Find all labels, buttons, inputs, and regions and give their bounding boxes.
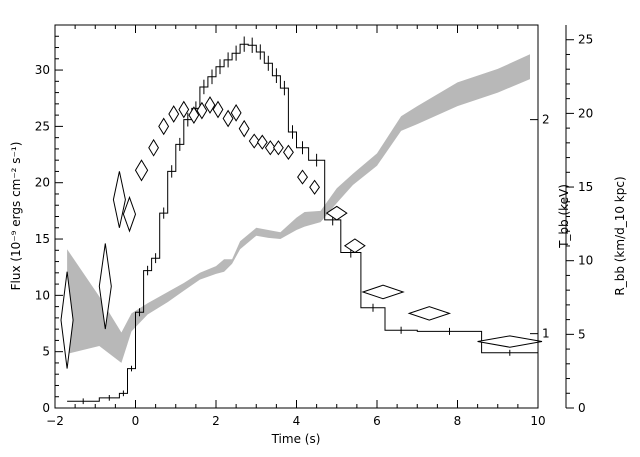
y-right-outer-tick-label: 10 [578,254,593,268]
temperature-point [222,109,234,128]
temperature-point [148,138,159,157]
y-axis-right-inner-title: T_bb (keV) [557,184,571,249]
temperature-point [248,133,260,149]
y-left-tick-label: 5 [42,345,50,359]
x-tick-label: 0 [132,414,140,428]
y-right-outer-tick-label: 25 [578,33,593,47]
temperature-point [238,119,250,138]
temperature-point [188,106,200,124]
y-left-tick-label: 30 [35,63,50,77]
y-axis-right-outer-title: R_bb (km/d_10 kpc) [613,176,627,295]
temperature-point [309,179,321,195]
x-tick-label: 4 [293,414,301,428]
temperature-point [297,169,309,185]
flux-histogram-layer [67,36,538,405]
y-left-tick-label: 15 [35,232,50,246]
y-left-tick-label: 25 [35,119,50,133]
y-right-inner-tick-label: 1 [542,327,550,341]
temperature-point [112,171,126,228]
temperature-point [134,159,149,182]
temperature-point [168,105,180,123]
temperature-point [272,140,284,156]
temperature-point [178,100,190,119]
temperature-point [122,195,137,233]
y-right-outer-tick-label: 5 [578,327,586,341]
temperature-point [60,271,74,369]
temperature-points-layer [60,96,543,369]
y-left-tick-label: 10 [35,288,50,302]
temperature-point [407,306,452,321]
y-left-tick-label: 20 [35,176,50,190]
y-axis-left-title: Flux (10⁻⁹ ergs cm⁻² s⁻¹) [9,142,23,291]
radius-band-layer [67,54,530,363]
temperature-point [204,96,216,114]
x-tick-label: 8 [454,414,462,428]
temperature-point [477,335,543,348]
temperature-point [98,243,112,330]
x-tick-label: 6 [373,414,381,428]
y-right-outer-tick-label: 15 [578,180,593,194]
temperature-point [282,144,294,160]
temperature-point [230,104,242,122]
x-tick-label: −2 [46,414,64,428]
temperature-point [361,284,405,300]
y-right-inner-tick-label: 2 [542,113,550,127]
x-tick-label: 2 [212,414,220,428]
temperature-point [256,134,268,150]
temperature-point [196,101,208,120]
y-right-outer-tick-label: 0 [578,401,586,415]
y-right-outer-tick-label: 20 [578,106,593,120]
radius-band [67,54,530,363]
temperature-point [212,100,224,119]
x-tick-label: 10 [530,414,545,428]
temperature-point [158,117,170,136]
x-axis-title: Time (s) [271,432,321,446]
temperature-point [325,205,348,221]
temperature-point [343,238,366,254]
y-left-tick-label: 0 [42,401,50,415]
